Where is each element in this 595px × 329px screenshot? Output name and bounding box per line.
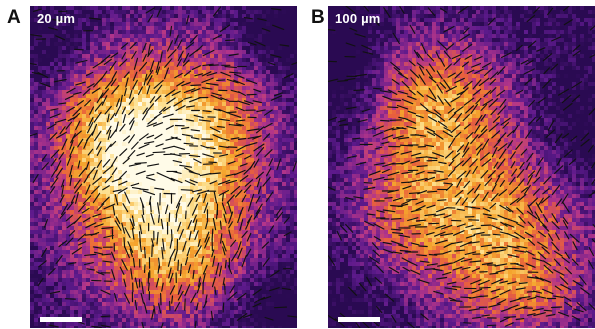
panel-a-image: 20 µm bbox=[30, 6, 297, 328]
orientation-glyphs bbox=[328, 6, 595, 328]
panel-a-letter: A bbox=[7, 7, 21, 28]
panel-a-micrograph bbox=[30, 6, 297, 328]
panel-a-scale-label: 20 µm bbox=[37, 11, 76, 26]
panel-b-letter: B bbox=[311, 7, 325, 28]
panel-b-scale-label: 100 µm bbox=[335, 11, 381, 26]
panel-a-scale-bar bbox=[40, 317, 82, 322]
panel-b-image: 100 µm bbox=[328, 6, 595, 328]
panel-b-scale-bar bbox=[338, 317, 380, 322]
intensity-field bbox=[30, 6, 297, 328]
panel-b-micrograph bbox=[328, 6, 595, 328]
orientation-glyphs bbox=[30, 6, 297, 328]
